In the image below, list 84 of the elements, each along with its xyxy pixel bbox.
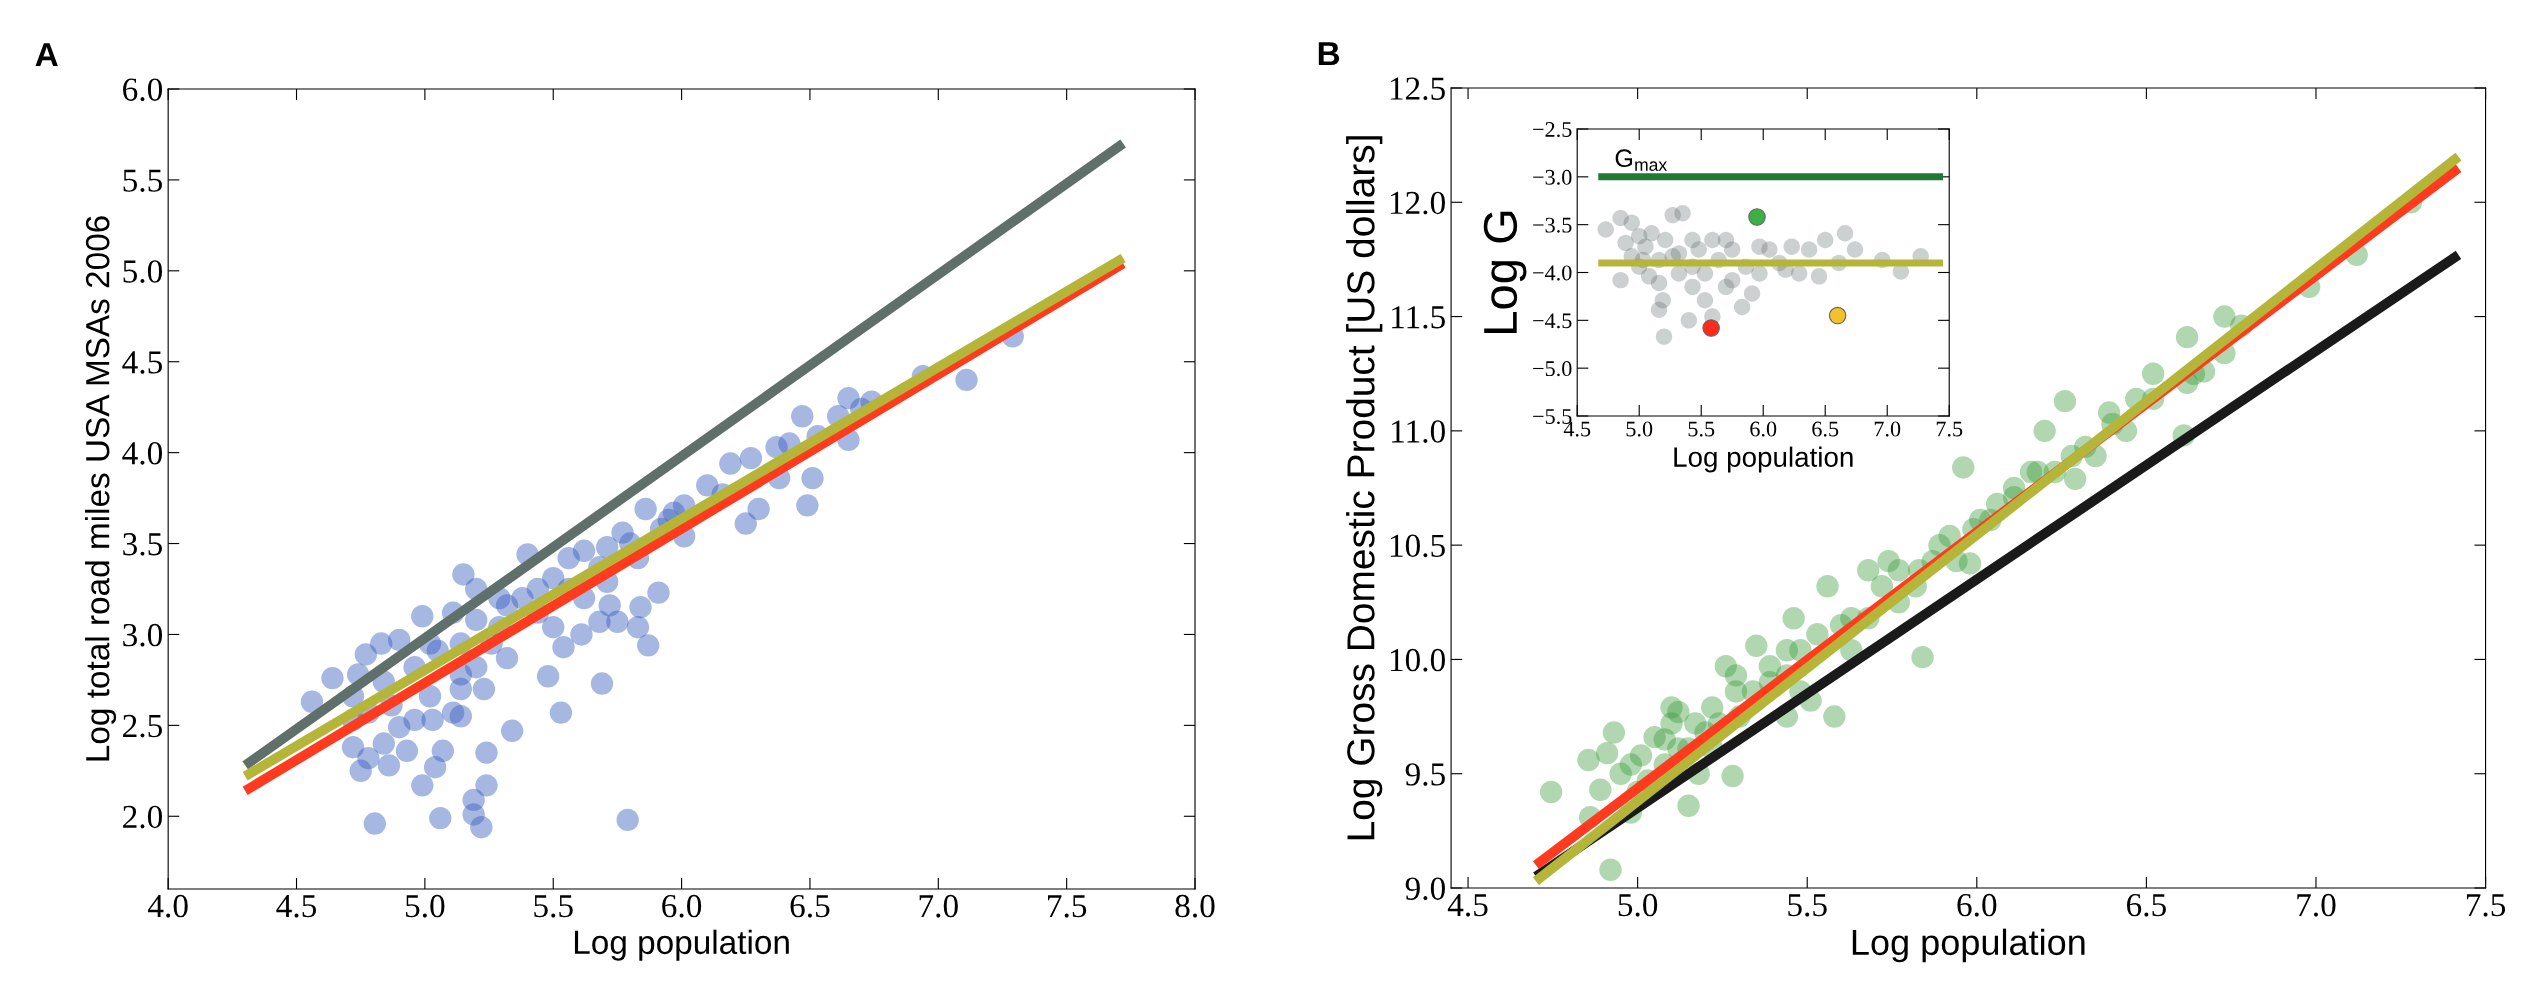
y-axis-title: Log Gross Domestic Product [US dollars] [1346,136,1383,840]
x-tick-label: 7.0 [919,894,958,918]
x-tick-label: 5.5 [1688,421,1715,437]
x-tick-label: 4.5 [1447,894,1488,917]
point [1597,221,1614,238]
y-tick-label: 4.0 [122,442,163,465]
x-tick-label: 7.5 [1048,895,1087,918]
x-tick-label: 7.0 [1874,421,1901,437]
x-axis-title: Log population [1852,928,2085,963]
y-tick-label: 12.0 [1390,191,1445,215]
x-tick-label: 5.5 [1788,894,1827,917]
point [1800,241,1818,258]
x-tick-label: 4.5 [276,895,317,918]
y-tick-label: 12.5 [1390,77,1445,101]
point [1655,328,1673,345]
point [1817,231,1834,249]
x-axis-title: Log population [1674,446,1853,473]
point [1670,265,1688,282]
point [1657,231,1674,249]
y-tick-label: 4.5 [122,351,162,374]
point [1696,265,1714,282]
chart-title: A [35,43,58,67]
x-tick-label: 6.5 [2127,893,2166,917]
x-tick-label: 6.0 [1750,421,1777,437]
y-axis-title: Log G [1483,211,1527,333]
x-tick-label: 5.5 [534,895,573,918]
y-tick-label: −2.5 [1533,121,1572,138]
point [1704,231,1721,249]
y-tick-label: 10.5 [1390,534,1445,558]
y-tick-label: 9.0 [1405,877,1445,901]
point [1810,268,1828,285]
point [1696,292,1714,309]
x-tick-label: 7.5 [2466,894,2506,917]
point [1724,241,1741,258]
point [1751,265,1768,282]
y-tick-label: −3.5 [1533,217,1572,233]
x-tick-label: 7.5 [1936,421,1963,437]
point [1650,301,1668,319]
chart-title: B [1318,42,1340,66]
y-tick-label: 10.0 [1390,648,1445,672]
point [1684,278,1701,296]
point [1680,312,1698,329]
point [1790,265,1808,282]
x-tick-label: 5.0 [1626,421,1653,437]
y-tick-label: 2.0 [123,805,163,829]
y-tick-label: −4.5 [1533,313,1572,329]
y-tick-label: 2.5 [123,714,162,738]
x-tick-label: 6.5 [790,894,830,918]
x-tick-label: 6.0 [662,894,702,918]
point [1684,231,1701,249]
x-tick-label: 6.5 [1812,421,1839,437]
y-tick-label: −5.0 [1533,361,1572,377]
point [1617,234,1634,252]
y-tick-label: 5.5 [123,169,162,192]
point [1630,227,1648,245]
y-tick-label: −4.0 [1533,265,1572,281]
y-tick-label: 3.5 [123,533,162,556]
y-axis-title: Log total road miles USA MSAs 2006 [85,216,117,761]
point [1724,271,1741,289]
y-tick-label: 11.0 [1392,420,1445,443]
y-tick-label: −3.0 [1533,169,1572,185]
annotation: G$_{max}$ [1615,149,1667,171]
x-tick-label: 6.0 [1957,893,1997,917]
y-tick-label: 6.0 [123,78,163,102]
point [1846,241,1864,258]
y-tick-label: 9.5 [1405,763,1445,786]
point [1612,271,1629,289]
x-tick-label: 5.0 [1618,893,1658,917]
y-tick-label: 11.5 [1392,306,1445,329]
x-axis-title: Log population [574,929,789,961]
y-tick-label: 5.0 [123,260,163,283]
x-tick-label: 7.0 [2297,893,2336,917]
point [1783,238,1800,255]
y-tick-label: 3.0 [123,623,163,647]
point [1836,225,1854,242]
x-tick-label: 8.0 [1175,894,1215,918]
point [1650,274,1668,292]
point [1623,214,1640,231]
point [1674,204,1691,222]
point [1733,298,1751,316]
x-tick-label: 5.0 [405,894,445,918]
x-tick-label: 4.0 [147,894,188,918]
point [1743,285,1761,302]
point [1761,241,1778,258]
